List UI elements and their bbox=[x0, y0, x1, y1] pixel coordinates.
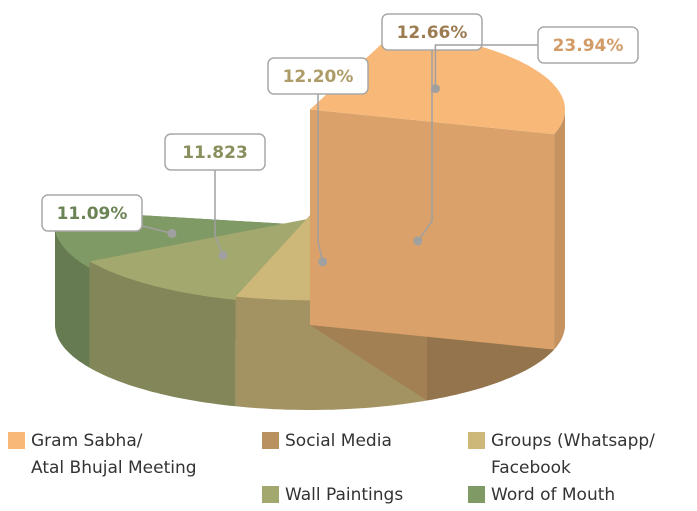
legend-swatch bbox=[262, 486, 279, 503]
legend-swatch bbox=[262, 432, 279, 449]
leader-line bbox=[417, 50, 433, 242]
legend-swatch bbox=[8, 432, 25, 449]
legend-label: Groups (Whatsapp/ Facebook bbox=[491, 431, 655, 478]
label-box bbox=[381, 13, 483, 51]
leader-line bbox=[317, 94, 324, 262]
leader-dot bbox=[167, 228, 177, 238]
slice-wall bbox=[554, 109, 565, 350]
leader-dot bbox=[430, 84, 440, 94]
legend-swatch bbox=[468, 432, 485, 449]
slice-top bbox=[310, 29, 565, 135]
value-label: 23.94% bbox=[553, 36, 624, 56]
value-label: 12.66% bbox=[397, 23, 468, 43]
legend-label: Word of Mouth bbox=[491, 485, 616, 505]
legend-label: Wall Paintings bbox=[285, 485, 404, 505]
label-box bbox=[41, 194, 143, 232]
leader-line bbox=[214, 170, 224, 256]
label-box bbox=[164, 133, 266, 171]
legend-label: Social Media bbox=[285, 431, 392, 451]
legend-item: Gram Sabha/ Atal Bhujal Meeting bbox=[8, 428, 197, 482]
slice bbox=[310, 29, 565, 350]
label-box bbox=[537, 26, 639, 64]
legend-item: Wall Paintings bbox=[262, 482, 403, 509]
legend-item: Word of Mouth bbox=[468, 482, 615, 509]
chart: 11.09% 11.823 12.20% 12.66% 23.94% bbox=[41, 13, 639, 410]
slice-wall bbox=[55, 225, 90, 368]
legend-swatch bbox=[468, 486, 485, 503]
slice-side bbox=[310, 109, 555, 350]
label-box bbox=[267, 57, 369, 95]
slice-wall bbox=[89, 261, 236, 407]
legend-item: Groups (Whatsapp/ Facebook bbox=[468, 428, 655, 482]
slice-top bbox=[89, 218, 310, 300]
value-label: 12.20% bbox=[283, 67, 354, 87]
legend-item: Social Media bbox=[262, 428, 392, 455]
leader-dot bbox=[218, 250, 228, 260]
leader-dot bbox=[318, 257, 328, 267]
value-label: 11.823 bbox=[182, 143, 248, 163]
legend-label: Gram Sabha/ Atal Bhujal Meeting bbox=[31, 431, 197, 478]
leader-dot bbox=[413, 236, 423, 246]
leader-line bbox=[434, 44, 538, 89]
value-label: 11.09% bbox=[57, 204, 128, 224]
